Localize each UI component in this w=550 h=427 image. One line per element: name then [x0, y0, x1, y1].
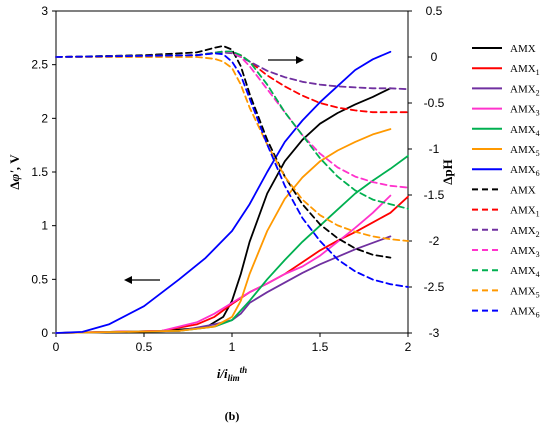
right-y-tick-label: 0 — [431, 50, 438, 64]
series-layer — [55, 45, 409, 334]
legend-label: AMX5 — [510, 285, 540, 299]
legend-label: AMX4 — [510, 124, 540, 138]
legend-label: AMX2 — [510, 83, 540, 97]
legend-label: AMX — [510, 43, 536, 55]
series-line-dphi-dash-11 — [55, 50, 409, 210]
left-y-tick-label: 0 — [41, 326, 48, 340]
legend-label: AMX — [510, 184, 536, 196]
legend-label: AMX5 — [510, 144, 540, 158]
x-tick-label: 2 — [405, 340, 412, 354]
left-y-tick-label: 2 — [41, 111, 48, 125]
x-tick-label: 0.5 — [136, 340, 153, 354]
legend-label: AMX2 — [510, 225, 540, 239]
legend-label: AMX3 — [510, 104, 540, 118]
legend-label: AMX4 — [510, 265, 540, 279]
legend-label: AMX3 — [510, 245, 540, 259]
right-y-tick-label: -0.5 — [424, 96, 445, 110]
series-line-dphi-solid-1 — [55, 195, 409, 334]
series-line-dphi-solid-2 — [55, 235, 392, 334]
right-y-tick-label: -3 — [429, 326, 440, 340]
x-tick-label: 0 — [53, 340, 60, 354]
left-y-tick-label: 1.5 — [31, 165, 48, 179]
right-axis-arrow — [268, 56, 304, 64]
right-y-tick-label: -1.5 — [424, 188, 445, 202]
legend-label: AMX6 — [510, 306, 540, 320]
series-line-dphi-solid-5 — [55, 128, 392, 334]
caption: (b) — [225, 409, 240, 423]
left-y-tick-label: 2.5 — [31, 58, 48, 72]
series-line-dphi-solid-3 — [55, 194, 392, 334]
series-line-dphi-dash-8 — [55, 50, 409, 114]
series-line-dphi-dash-10 — [55, 50, 409, 189]
left-y-tick-label: 3 — [41, 4, 48, 18]
series-line-dphi-dash-7 — [55, 45, 392, 259]
left-y-axis: 0 0.5 1 1.5 2 2.5 3 — [31, 4, 56, 340]
series-line-dphi-solid-6 — [55, 50, 392, 334]
legend-label: AMX1 — [510, 63, 540, 77]
left-y-tick-label: 1 — [41, 219, 48, 233]
right-axis-label: ΔpH — [440, 159, 455, 185]
legend: AMX AMX1 AMX2 AMX3 AMX4 AMX5 AMX6 AMX AMX1 AMX2 AM… — [472, 43, 540, 320]
right-y-tick-label: 0.5 — [426, 4, 443, 18]
legend-label: AMX6 — [510, 164, 540, 178]
x-tick-label: 1 — [229, 340, 236, 354]
left-y-tick-label: 0.5 — [31, 272, 48, 286]
series-line-dphi-solid-4 — [55, 154, 409, 334]
right-y-tick-label: -2.5 — [424, 280, 445, 294]
plot-frame — [55, 10, 409, 334]
right-y-tick-label: -2 — [429, 234, 440, 248]
legend-label: AMX1 — [510, 205, 540, 219]
x-axis-label: i/ilimth — [217, 365, 247, 383]
series-line-dphi-dash-13 — [55, 52, 409, 288]
right-y-tick-label: -1 — [429, 142, 440, 156]
left-axis-label: Δφ', V — [7, 154, 22, 190]
series-line-dphi-solid-0 — [55, 87, 392, 334]
left-axis-arrow — [124, 276, 160, 284]
x-tick-label: 1.5 — [312, 340, 329, 354]
x-axis: 0 0.5 1 1.5 2 — [53, 333, 412, 354]
series-line-dphi-dash-12 — [55, 56, 409, 242]
